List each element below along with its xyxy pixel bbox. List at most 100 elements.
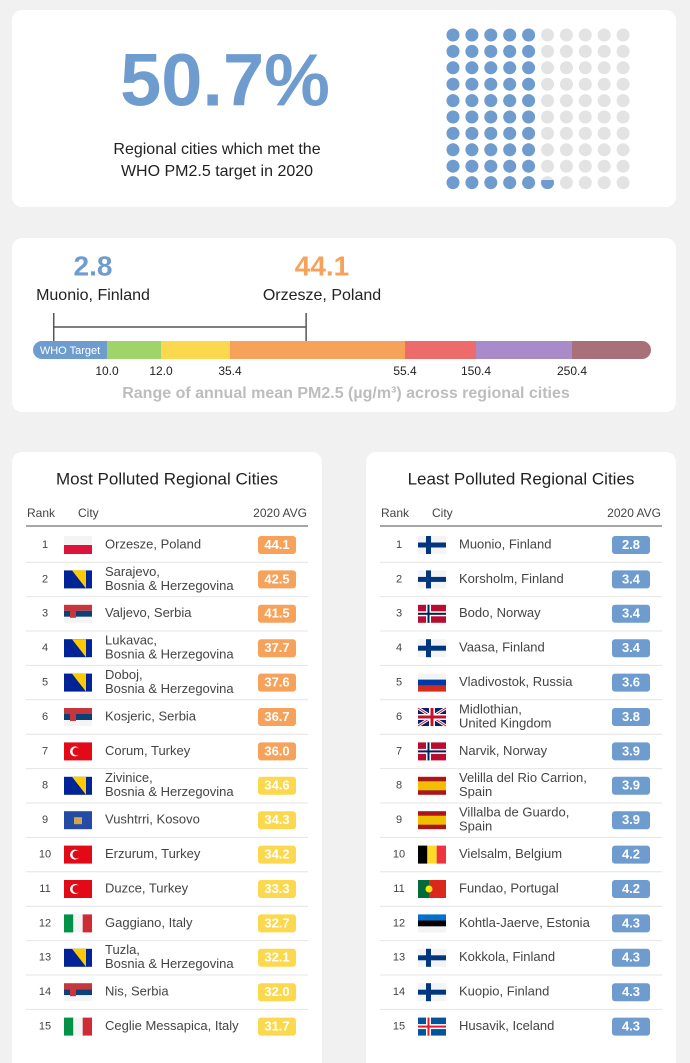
flag [64, 742, 92, 761]
flag [64, 948, 92, 967]
waffle-dot [465, 77, 479, 91]
rank: 9 [42, 814, 48, 826]
waffle-dot [484, 159, 498, 173]
waffle-dot [597, 126, 611, 140]
flag [418, 604, 446, 623]
waffle-dot [559, 176, 573, 190]
waffle-dot [559, 110, 573, 124]
flag-part [73, 1017, 83, 1036]
city: Spain [459, 819, 492, 834]
avg-value: 3.9 [622, 778, 640, 793]
rank: 6 [396, 711, 402, 723]
flag-part [418, 673, 446, 680]
badge [612, 604, 650, 623]
flag [64, 604, 92, 623]
waffle-dot [559, 61, 573, 75]
city: Vielsalm, Belgium [459, 846, 562, 861]
flag-part [64, 714, 92, 720]
city: Gaggiano, Italy [105, 915, 193, 930]
city: Vushtrri, Kosovo [105, 812, 200, 827]
city: Bosnia & Herzegovina [105, 647, 234, 662]
badge [612, 708, 650, 726]
avg-value: 32.0 [264, 984, 289, 999]
waffle-dot [446, 126, 460, 140]
waffle-dot [616, 28, 630, 42]
flag-part [418, 645, 446, 651]
city: Kuopio, Finland [459, 984, 549, 999]
flag-part [418, 989, 446, 995]
waffle-dot [522, 159, 536, 173]
flag [418, 880, 446, 898]
flag-part [418, 845, 428, 864]
badge [612, 673, 650, 692]
city: Sarajevo, [105, 564, 160, 579]
avg-value: 3.6 [622, 675, 640, 690]
waffle-dot [578, 28, 592, 42]
flag-part [72, 639, 86, 658]
waffle-dot [597, 110, 611, 124]
waffle-dot [503, 61, 517, 75]
avg-value: 44.1 [264, 537, 289, 552]
rank: 1 [396, 539, 402, 551]
waffle-dot [446, 61, 460, 75]
badge [258, 983, 296, 1002]
waffle-dot [616, 143, 630, 157]
flag-part [64, 914, 74, 933]
flag-part [418, 880, 429, 898]
table-title: Least Polluted Regional Cities [408, 469, 635, 488]
flag [418, 914, 446, 933]
badge [612, 811, 650, 830]
flag-part [72, 948, 86, 967]
waffle-dot [597, 159, 611, 173]
waffle-dot [616, 110, 630, 124]
waffle-dot [578, 159, 592, 173]
badge [258, 639, 296, 658]
headline-value: 50.7% [120, 39, 330, 122]
avg-value: 42.5 [264, 571, 289, 586]
range-caption: Range of annual mean PM2.5 (µg/m³) acros… [122, 385, 570, 402]
waffle-dot [559, 94, 573, 108]
waffle-dot [541, 110, 554, 124]
flag-part [72, 570, 86, 589]
flag-part [427, 845, 437, 864]
column-header: City [78, 506, 99, 520]
badge [612, 914, 650, 933]
city: Vaasa, Finland [459, 640, 545, 655]
rank: 12 [393, 917, 405, 929]
waffle-dot [578, 110, 592, 124]
flag-part [64, 604, 92, 611]
flag [418, 845, 446, 864]
headline-caption: WHO PM2.5 target in 2020 [121, 163, 313, 180]
city: Midlothian, [459, 701, 522, 716]
range-max-value: 44.1 [295, 250, 350, 281]
waffle-dot [559, 44, 573, 58]
flag [64, 880, 92, 898]
waffle-dot [578, 61, 592, 75]
waffle-dot [522, 176, 536, 190]
avg-value: 32.7 [264, 915, 289, 930]
scale-tick-label: 150.4 [461, 364, 491, 378]
rank: 14 [393, 986, 405, 998]
city: Narvik, Norway [459, 743, 548, 758]
range-min-value: 2.8 [74, 250, 113, 281]
waffle-dot [578, 126, 592, 140]
city: Erzurum, Turkey [105, 846, 201, 861]
flag [64, 983, 92, 1002]
avg-value: 34.3 [264, 812, 289, 827]
waffle-dot [484, 44, 498, 58]
flag [64, 673, 92, 692]
city: Bosnia & Herzegovina [105, 784, 234, 799]
flag-part [418, 955, 446, 961]
flag-part [418, 576, 446, 582]
waffle-dot [446, 143, 460, 157]
rank: 7 [42, 745, 48, 757]
range-max-city: Orzesze, Poland [263, 287, 381, 304]
badge [258, 811, 296, 830]
headline-card [12, 10, 676, 207]
waffle-dot [578, 94, 592, 108]
city: Kohtla-Jaerve, Estonia [459, 915, 591, 930]
flag [64, 914, 92, 933]
waffle-dot [616, 44, 630, 58]
who-label: WHO Target [40, 345, 100, 357]
waffle-dot [616, 94, 630, 108]
